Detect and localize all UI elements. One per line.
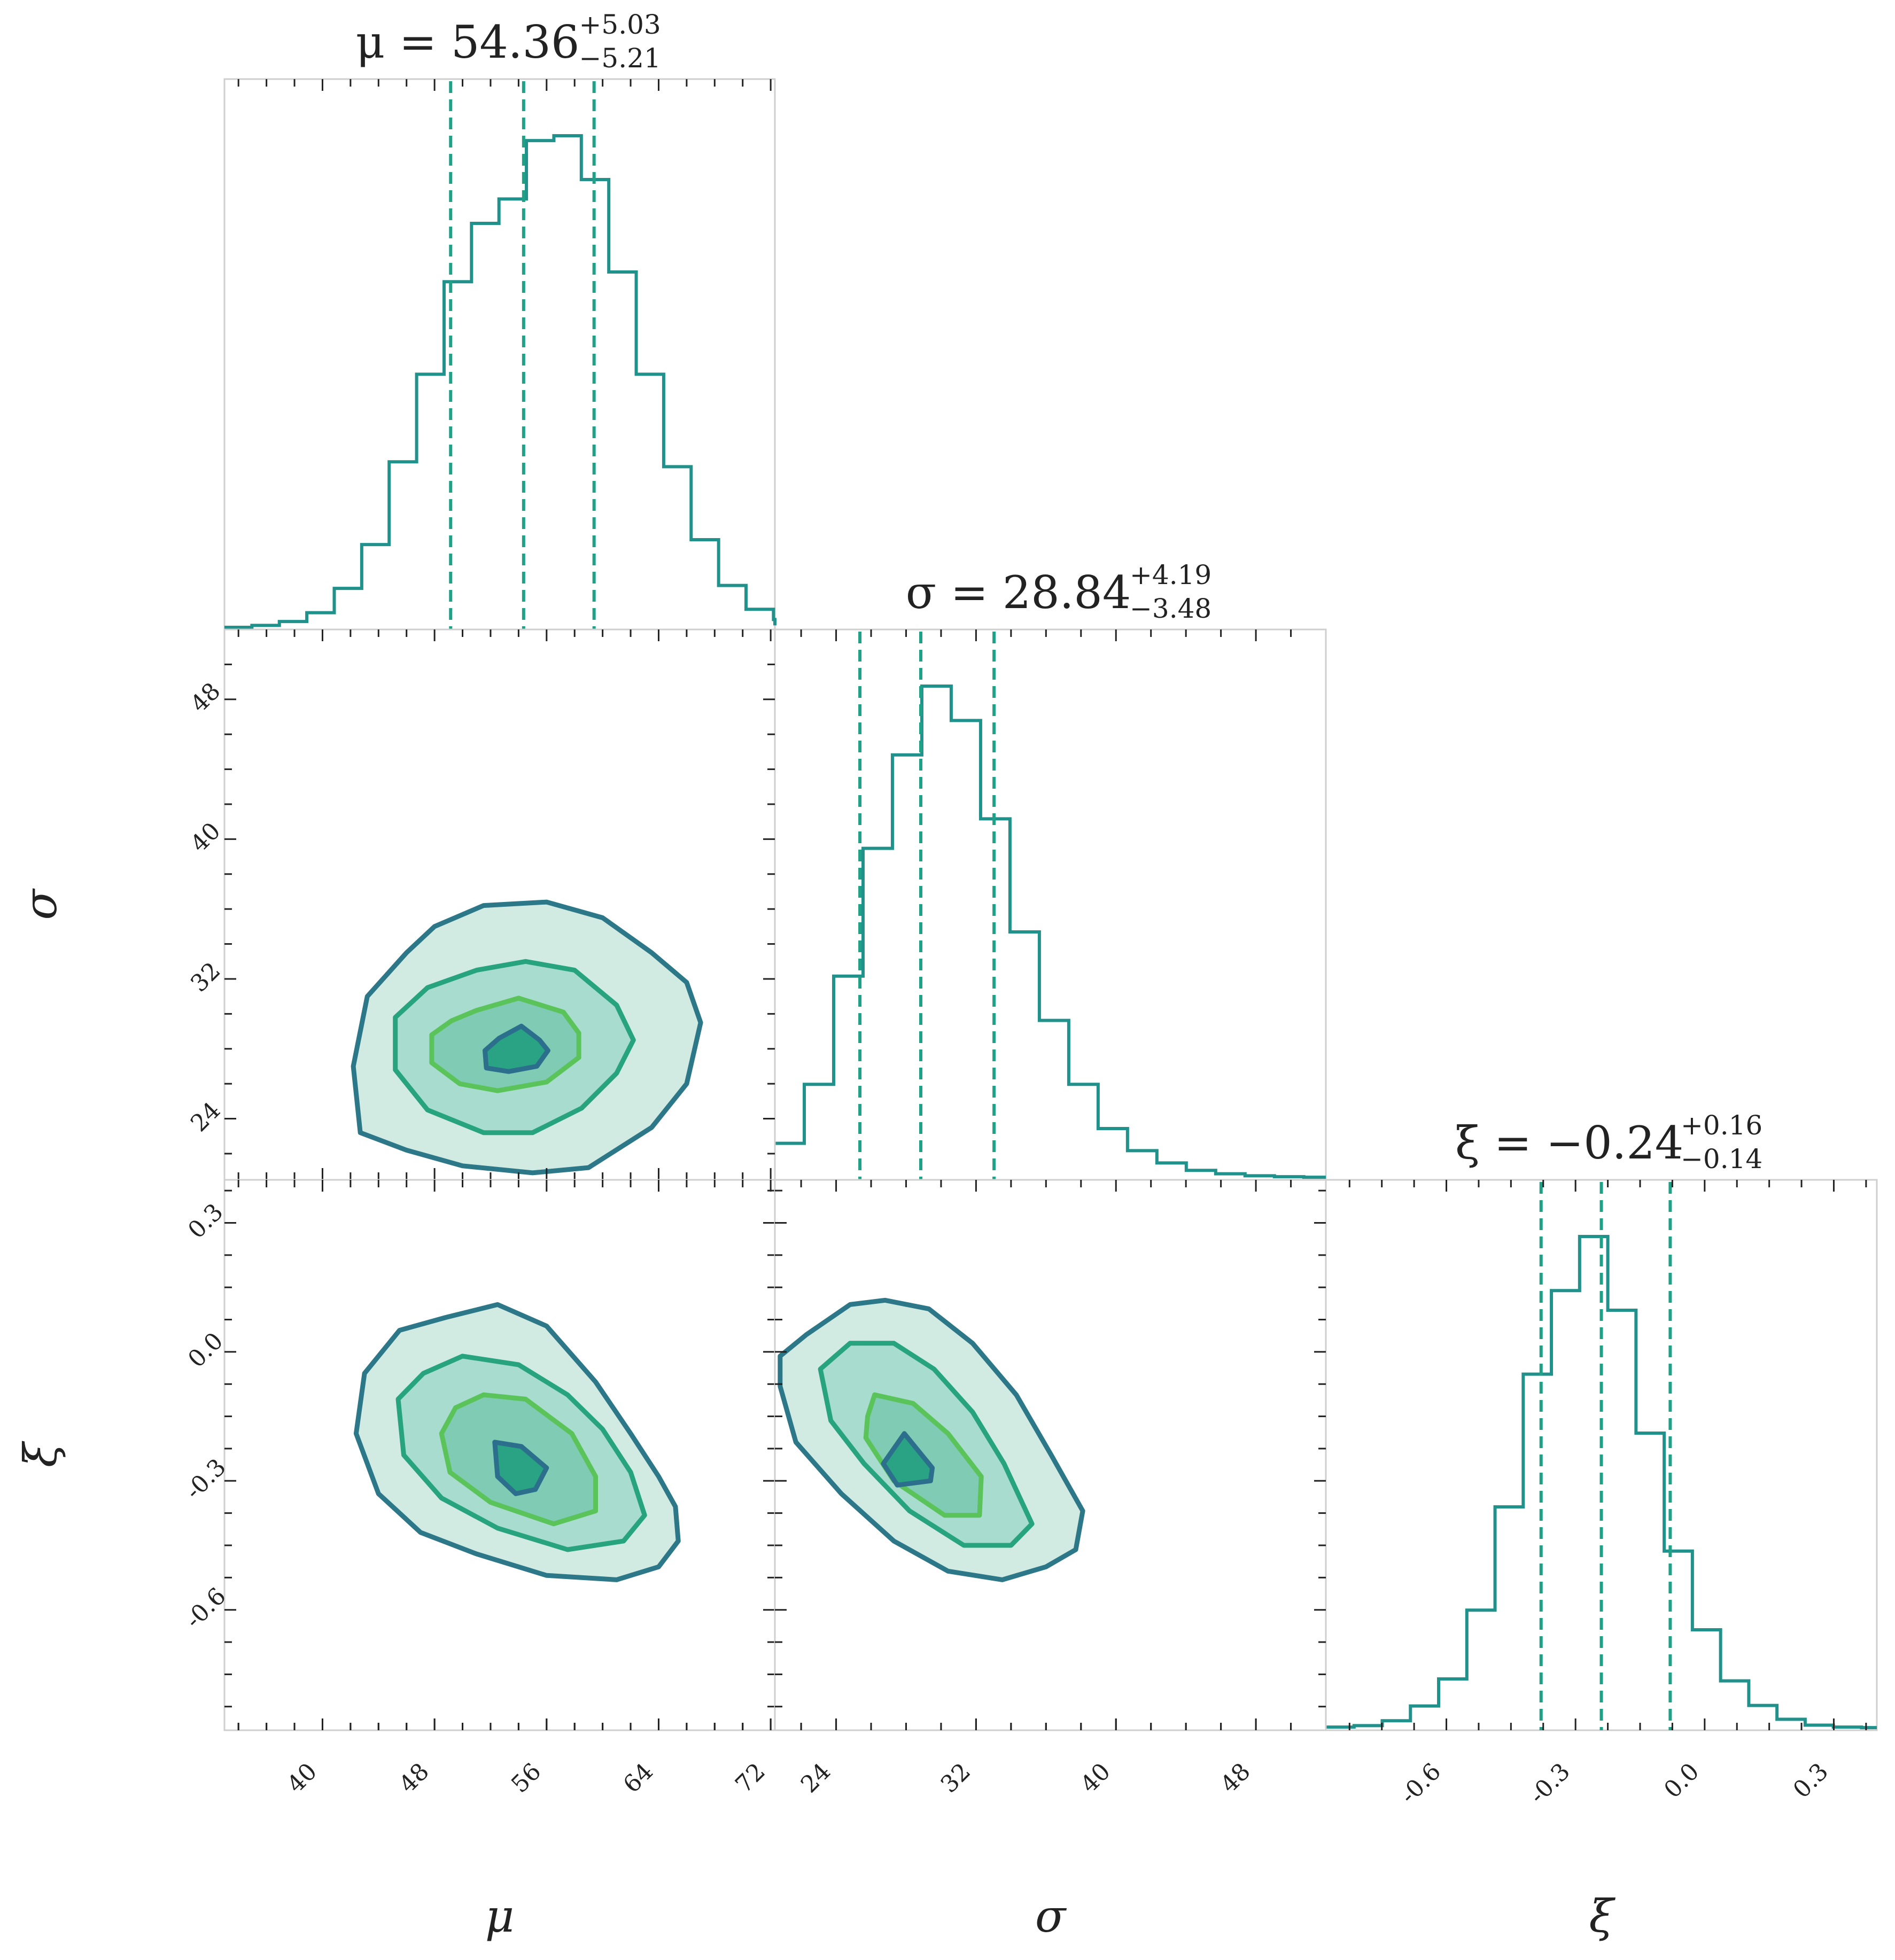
panel-frame [774, 1179, 1327, 1731]
title-xi-sup: +0.16 [1681, 1110, 1762, 1141]
histogram-xi [1326, 1235, 1877, 1730]
x-axis-label-sigma: σ [1035, 1890, 1067, 1942]
histogram-sigma [775, 685, 1326, 1179]
x-axis-label-xi: ξ [1589, 1890, 1616, 1942]
title-xi: ξ = −0.24 [1455, 1117, 1683, 1169]
y-axis-label-sigma: σ [14, 888, 67, 920]
title-sigma-sub: −3.48 [1130, 593, 1211, 624]
contour-inner [881, 1431, 935, 1488]
title-mu: μ = 54.36 [356, 16, 580, 68]
title-sigma-sup: +4.19 [1130, 559, 1211, 590]
histogram-panel-sigma: σ = 28.84+4.19−3.48 [774, 559, 1327, 1181]
title-mu-sup: +5.03 [579, 9, 661, 40]
title-sigma: σ = 28.84 [906, 566, 1131, 619]
title-xi-sub: −0.14 [1681, 1144, 1762, 1175]
x-axis-label-mu: μ [485, 1890, 515, 1942]
histogram-panel-mu: μ = 54.36 +5.03−5.21 [223, 9, 776, 631]
contour-panel-sigma_vs_mu [223, 628, 776, 1181]
title-mu-sub: −5.21 [579, 43, 661, 74]
histogram-panel-xi: ξ = −0.24+0.16−0.14 [1325, 1110, 1878, 1731]
contour-inner [483, 1023, 550, 1074]
histogram-mu [224, 134, 776, 629]
y-axis-label-xi: ξ [14, 1441, 67, 1467]
contour-panel-xi_vs_sigma [774, 1179, 1327, 1731]
contour-inner [492, 1440, 549, 1496]
